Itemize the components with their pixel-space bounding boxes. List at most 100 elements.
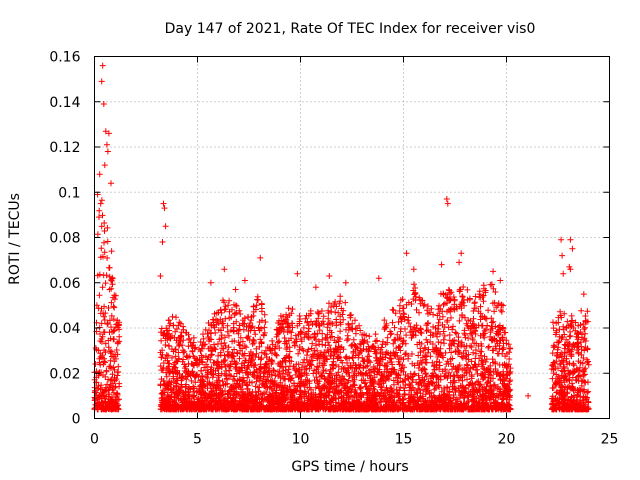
data-point bbox=[262, 364, 269, 371]
data-point bbox=[167, 381, 174, 388]
data-point bbox=[198, 367, 205, 374]
data-point bbox=[165, 317, 172, 324]
data-point bbox=[217, 327, 224, 334]
data-point bbox=[480, 298, 487, 305]
data-point bbox=[352, 362, 359, 369]
data-point bbox=[230, 394, 237, 401]
data-point bbox=[280, 367, 287, 374]
data-point bbox=[451, 337, 458, 343]
data-point bbox=[559, 383, 566, 390]
data-point bbox=[92, 345, 99, 351]
data-point bbox=[158, 337, 165, 344]
data-point bbox=[295, 350, 302, 357]
data-point bbox=[231, 346, 238, 353]
data-point bbox=[359, 354, 366, 361]
data-point bbox=[303, 312, 310, 319]
data-point bbox=[364, 362, 371, 369]
data-point bbox=[97, 338, 104, 344]
data-point bbox=[409, 360, 416, 367]
data-point bbox=[473, 350, 479, 357]
data-point bbox=[381, 406, 388, 413]
data-point bbox=[421, 301, 428, 308]
data-point bbox=[164, 357, 171, 364]
data-point bbox=[167, 320, 174, 327]
data-point bbox=[435, 382, 442, 389]
data-point bbox=[430, 379, 436, 386]
data-point bbox=[428, 305, 435, 312]
data-point bbox=[464, 296, 471, 303]
data-point bbox=[255, 324, 262, 331]
data-point bbox=[264, 397, 271, 404]
data-point bbox=[467, 379, 474, 386]
data-point bbox=[381, 317, 388, 324]
data-point bbox=[489, 347, 496, 354]
data-point bbox=[435, 326, 442, 332]
data-point bbox=[302, 378, 309, 385]
data-point bbox=[437, 290, 444, 297]
data-point bbox=[403, 332, 410, 339]
data-point bbox=[110, 303, 117, 310]
data-point bbox=[261, 395, 268, 402]
data-point bbox=[178, 405, 185, 412]
data-point bbox=[199, 345, 206, 352]
data-point bbox=[114, 340, 121, 347]
data-point bbox=[496, 372, 503, 379]
data-point bbox=[173, 326, 180, 332]
data-point bbox=[192, 344, 199, 351]
data-point bbox=[413, 306, 420, 313]
data-point bbox=[244, 393, 251, 400]
data-point bbox=[488, 315, 495, 322]
data-point bbox=[250, 303, 257, 310]
data-point bbox=[398, 315, 405, 322]
data-point bbox=[166, 370, 172, 376]
data-point bbox=[462, 314, 468, 321]
data-point bbox=[492, 400, 499, 407]
data-point bbox=[368, 366, 374, 373]
data-point bbox=[549, 385, 556, 392]
data-point bbox=[202, 341, 209, 348]
data-point bbox=[335, 353, 342, 360]
data-point bbox=[452, 348, 459, 355]
data-point bbox=[210, 316, 217, 323]
data-point bbox=[454, 402, 461, 409]
data-point bbox=[438, 339, 444, 346]
data-point bbox=[376, 360, 383, 367]
data-point bbox=[432, 395, 439, 401]
data-point bbox=[405, 375, 412, 382]
data-point bbox=[176, 319, 183, 326]
data-point bbox=[424, 385, 431, 392]
data-point bbox=[337, 319, 344, 326]
data-point bbox=[450, 294, 457, 300]
data-point bbox=[366, 333, 373, 340]
data-point bbox=[211, 341, 217, 348]
data-point bbox=[451, 385, 458, 392]
data-point bbox=[172, 353, 179, 360]
data-point bbox=[276, 345, 283, 351]
data-point bbox=[101, 317, 108, 323]
data-point bbox=[271, 405, 277, 412]
data-point bbox=[345, 369, 352, 376]
data-point bbox=[400, 379, 407, 385]
data-point bbox=[580, 368, 587, 375]
data-point bbox=[353, 372, 360, 379]
data-point bbox=[352, 330, 359, 337]
data-point bbox=[455, 363, 462, 370]
data-point bbox=[315, 352, 322, 359]
data-point bbox=[429, 341, 436, 347]
data-point bbox=[178, 381, 185, 388]
data-point bbox=[106, 391, 113, 398]
data-point bbox=[272, 372, 279, 379]
data-point bbox=[286, 348, 293, 355]
data-point bbox=[198, 352, 205, 359]
data-point bbox=[189, 348, 196, 355]
data-point bbox=[328, 329, 335, 336]
data-point bbox=[463, 342, 470, 349]
data-point bbox=[165, 330, 172, 337]
data-point bbox=[357, 327, 364, 334]
data-point bbox=[461, 331, 468, 338]
data-point bbox=[235, 383, 242, 390]
data-point bbox=[392, 310, 399, 317]
data-point bbox=[110, 328, 117, 335]
data-point bbox=[550, 370, 557, 377]
data-point bbox=[92, 361, 99, 367]
